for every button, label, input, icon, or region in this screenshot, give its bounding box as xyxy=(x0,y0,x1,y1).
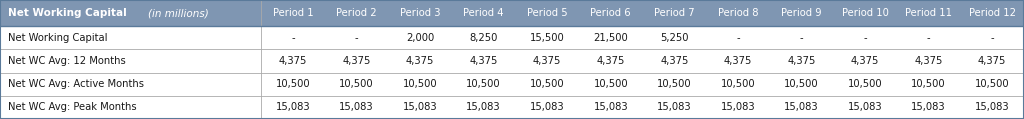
Bar xyxy=(0,26,1024,49)
Text: Period 10: Period 10 xyxy=(842,8,889,18)
Text: Period 3: Period 3 xyxy=(399,8,440,18)
Text: 15,083: 15,083 xyxy=(975,102,1010,112)
Text: Period 2: Period 2 xyxy=(336,8,377,18)
Text: 15,083: 15,083 xyxy=(784,102,819,112)
Text: -: - xyxy=(354,33,358,43)
Text: Net WC Avg: Peak Months: Net WC Avg: Peak Months xyxy=(8,102,137,112)
Text: 4,375: 4,375 xyxy=(914,56,943,66)
Text: -: - xyxy=(927,33,931,43)
Text: Period 12: Period 12 xyxy=(969,8,1016,18)
Text: 21,500: 21,500 xyxy=(593,33,628,43)
Text: 4,375: 4,375 xyxy=(597,56,625,66)
Text: 4,375: 4,375 xyxy=(279,56,307,66)
Text: -: - xyxy=(800,33,803,43)
Text: -: - xyxy=(990,33,994,43)
Text: 10,500: 10,500 xyxy=(466,79,501,89)
Text: 10,500: 10,500 xyxy=(529,79,564,89)
Text: 15,083: 15,083 xyxy=(911,102,946,112)
Text: -: - xyxy=(863,33,867,43)
Text: 10,500: 10,500 xyxy=(848,79,883,89)
Text: Period 6: Period 6 xyxy=(591,8,631,18)
Text: 8,250: 8,250 xyxy=(469,33,498,43)
Bar xyxy=(0,0,1024,26)
Text: 4,375: 4,375 xyxy=(660,56,688,66)
Text: 10,500: 10,500 xyxy=(911,79,946,89)
Bar xyxy=(0,49,1024,73)
Text: Net Working Capital: Net Working Capital xyxy=(8,33,108,43)
Text: 10,500: 10,500 xyxy=(657,79,691,89)
Text: Period 5: Period 5 xyxy=(527,8,567,18)
Text: 5,250: 5,250 xyxy=(660,33,688,43)
Text: 10,500: 10,500 xyxy=(721,79,756,89)
Text: Net WC Avg: Active Months: Net WC Avg: Active Months xyxy=(8,79,144,89)
Text: 15,083: 15,083 xyxy=(402,102,437,112)
Text: 15,083: 15,083 xyxy=(721,102,756,112)
Text: Net WC Avg: 12 Months: Net WC Avg: 12 Months xyxy=(8,56,126,66)
Text: 15,083: 15,083 xyxy=(275,102,310,112)
Text: 15,500: 15,500 xyxy=(529,33,564,43)
Text: 4,375: 4,375 xyxy=(787,56,816,66)
Text: -: - xyxy=(736,33,739,43)
Bar xyxy=(0,96,1024,119)
Text: Period 8: Period 8 xyxy=(718,8,758,18)
Text: Period 7: Period 7 xyxy=(654,8,694,18)
Text: 15,083: 15,083 xyxy=(657,102,691,112)
Text: 15,083: 15,083 xyxy=(339,102,374,112)
Text: 4,375: 4,375 xyxy=(851,56,880,66)
Text: 4,375: 4,375 xyxy=(978,56,1007,66)
Bar xyxy=(0,73,1024,96)
Text: -: - xyxy=(291,33,295,43)
Text: 4,375: 4,375 xyxy=(406,56,434,66)
Text: Net Working Capital: Net Working Capital xyxy=(8,8,131,18)
Text: Period 4: Period 4 xyxy=(464,8,504,18)
Text: 10,500: 10,500 xyxy=(402,79,437,89)
Text: 4,375: 4,375 xyxy=(342,56,371,66)
Text: 10,500: 10,500 xyxy=(975,79,1010,89)
Text: 15,083: 15,083 xyxy=(466,102,501,112)
Text: 4,375: 4,375 xyxy=(469,56,498,66)
Text: 10,500: 10,500 xyxy=(784,79,819,89)
Text: 10,500: 10,500 xyxy=(275,79,310,89)
Text: 15,083: 15,083 xyxy=(848,102,883,112)
Text: 15,083: 15,083 xyxy=(594,102,628,112)
Text: (in millions): (in millions) xyxy=(148,8,209,18)
Text: 4,375: 4,375 xyxy=(534,56,561,66)
Text: Period 9: Period 9 xyxy=(781,8,822,18)
Text: 15,083: 15,083 xyxy=(529,102,564,112)
Text: Period 1: Period 1 xyxy=(272,8,313,18)
Text: 2,000: 2,000 xyxy=(406,33,434,43)
Text: 10,500: 10,500 xyxy=(339,79,374,89)
Text: 10,500: 10,500 xyxy=(594,79,628,89)
Text: Period 11: Period 11 xyxy=(905,8,952,18)
Text: 4,375: 4,375 xyxy=(724,56,752,66)
